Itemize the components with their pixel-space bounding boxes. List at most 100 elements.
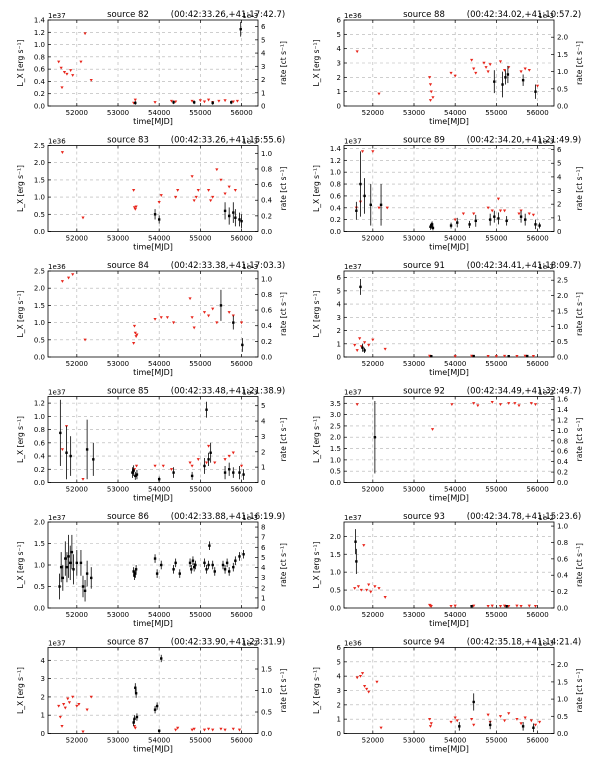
x-tick-label: 54000	[444, 737, 466, 745]
upper-limit-marker	[188, 297, 192, 301]
upper-limit-marker	[533, 403, 538, 407]
x-axis-label: time[MJD]	[133, 494, 173, 503]
upper-limit-marker	[527, 212, 531, 216]
chart-title: source 86	[107, 512, 149, 522]
y-tick-label: 1.0	[330, 169, 341, 177]
y2-tick-label: 0.2	[557, 469, 568, 477]
x-tick-label: 53000	[107, 360, 129, 368]
y2-tick-label: 0.4	[261, 322, 273, 330]
upper-limit-marker	[517, 212, 521, 216]
upper-limit-marker	[360, 672, 365, 675]
upper-limit-marker	[385, 206, 389, 210]
chart-panel-83: 52000 53000 54000 55000 56000 0.0 0.5 1.0 1.5 2.0…	[16, 136, 288, 252]
plot-frame	[343, 521, 555, 609]
y2-tick-label: 1.5	[261, 666, 272, 674]
x-tick-label: 56000	[526, 235, 548, 243]
y-tick-label: 0.0	[34, 479, 45, 487]
detection-marker	[134, 692, 138, 695]
upper-limit-marker	[237, 728, 242, 732]
upper-limit-marker	[428, 725, 433, 728]
upper-limit-marker	[206, 314, 211, 318]
upper-limit-marker	[227, 311, 231, 314]
detection-marker	[219, 304, 223, 307]
upper-limit-marker	[239, 321, 244, 325]
chart-coords: (00:42:33.26,+41:15:55.6)	[171, 136, 285, 146]
upper-limit-marker	[377, 92, 381, 96]
upper-limit-marker	[353, 343, 357, 347]
detection-marker	[507, 355, 510, 358]
detection-marker	[493, 80, 496, 83]
y-tick-label: 0	[337, 354, 341, 362]
y-tick-label: 0.0	[330, 479, 341, 487]
y2-tick-label: 0.5	[557, 338, 568, 346]
upper-limit-marker	[206, 98, 211, 102]
y2-tick-label: 6	[261, 23, 266, 31]
upper-limit-marker	[209, 199, 213, 203]
y-tick-label: 1.0	[34, 194, 45, 202]
y-tick-label: 0.4	[34, 453, 46, 461]
y-tick-label: 5	[337, 658, 341, 666]
y2-tick-label: 0.8	[557, 437, 568, 445]
y-tick-label: 0.0	[34, 228, 45, 236]
upper-limit-marker	[502, 719, 507, 723]
upper-limit-marker	[60, 86, 64, 90]
upper-limit-marker	[496, 197, 501, 201]
upper-limit-marker	[470, 354, 474, 358]
upper-limit-marker	[57, 60, 61, 64]
x-tick-label: 56000	[526, 109, 548, 117]
detection-marker	[207, 563, 210, 567]
y-axis-label: L_X [erg s⁻¹]	[16, 541, 25, 588]
upper-limit-marker	[533, 723, 538, 727]
upper-limit-marker	[502, 209, 507, 213]
y-axis-label: L_X [erg s⁻¹]	[312, 290, 321, 337]
y2-tick-label: 0.6	[557, 555, 569, 563]
plot-frame	[343, 270, 555, 358]
y-scale-label: 1e37	[48, 12, 66, 20]
chart-coords: (00:42:34.41,+41:18:09.7)	[467, 261, 581, 271]
upper-limit-marker	[60, 280, 65, 283]
upper-limit-marker	[169, 99, 174, 103]
y2-tick-label: 1.5	[557, 51, 568, 59]
upper-limit-marker	[519, 70, 523, 74]
detection-marker	[160, 563, 163, 567]
upper-limit-marker	[135, 333, 139, 337]
y2-tick-label: 4	[557, 173, 562, 181]
upper-limit-marker	[431, 96, 435, 99]
detection-marker	[90, 576, 93, 580]
upper-limit-marker	[176, 189, 180, 192]
chart-title: source 84	[107, 261, 149, 271]
detection-marker	[69, 454, 72, 458]
detection-marker	[488, 218, 492, 221]
y-tick-label: 0.5	[330, 587, 341, 595]
y2-tick-label: 2.0	[557, 661, 568, 669]
upper-limit-marker	[453, 604, 457, 608]
upper-limit-marker	[204, 461, 209, 465]
detection-marker	[526, 354, 529, 358]
upper-limit-marker	[77, 703, 81, 706]
upper-limit-marker	[71, 74, 75, 77]
detection-marker	[134, 568, 138, 571]
upper-limit-marker	[531, 355, 536, 358]
upper-limit-marker	[470, 717, 474, 721]
y2-tick-label: 5	[261, 402, 265, 410]
detection-marker	[234, 559, 237, 562]
y-tick-label: 1	[337, 88, 341, 96]
upper-limit-marker	[486, 605, 490, 608]
upper-limit-marker	[428, 99, 433, 102]
y-scale-label: 1e36	[344, 12, 362, 20]
x-axis-label: time[MJD]	[133, 619, 173, 628]
detection-marker	[59, 431, 62, 435]
detection-marker	[227, 468, 231, 471]
x-axis-label: time[MJD]	[133, 243, 173, 252]
x-tick-label: 56000	[526, 360, 548, 368]
y2-tick-label: 0.8	[557, 539, 568, 547]
y-tick-label: 0.0	[34, 103, 45, 111]
upper-limit-marker	[367, 343, 371, 347]
upper-limit-marker	[194, 195, 198, 199]
upper-limit-marker	[202, 311, 207, 314]
upper-limit-marker	[362, 544, 366, 547]
upper-limit-marker	[527, 68, 531, 72]
upper-limit-marker	[428, 717, 432, 721]
x-axis-label: time[MJD]	[133, 368, 173, 377]
upper-limit-marker	[371, 338, 375, 342]
